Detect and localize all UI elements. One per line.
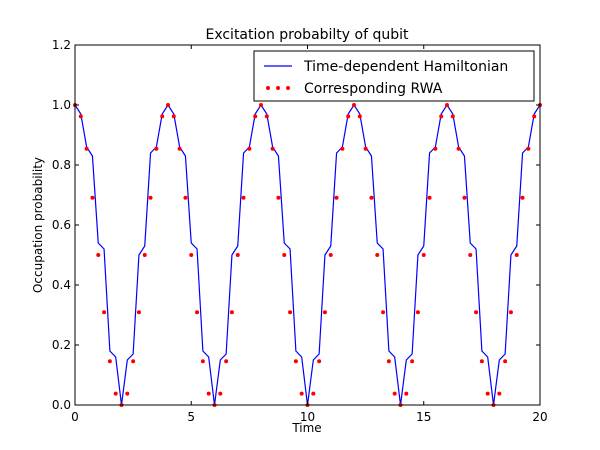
legend-label: Time-dependent Hamiltonian — [303, 59, 508, 75]
y-tick-label: 0.2 — [52, 338, 71, 352]
x-tick-label: 10 — [300, 410, 315, 424]
series-point-1 — [340, 146, 345, 151]
series-point-1 — [445, 103, 449, 107]
series-point-1 — [293, 359, 298, 364]
series-point-1 — [433, 146, 438, 151]
series-point-1 — [328, 253, 333, 257]
series-point-1 — [317, 359, 322, 364]
series-point-1 — [299, 391, 304, 396]
series-point-1 — [415, 310, 420, 315]
series-point-1 — [322, 310, 327, 315]
series-point-1 — [462, 195, 467, 200]
series-point-1 — [107, 359, 112, 364]
y-tick-label: 1.2 — [52, 38, 71, 52]
series-point-1 — [404, 391, 409, 396]
series-point-1 — [136, 310, 141, 315]
chart-title: Excitation probabilty of qubit — [205, 27, 409, 43]
series-point-1 — [514, 253, 519, 257]
series-point-1 — [392, 391, 397, 396]
series-point-1 — [253, 114, 258, 119]
series-point-1 — [334, 195, 339, 200]
series-point-1 — [282, 253, 287, 257]
series-point-1 — [171, 114, 176, 119]
x-tick-label: 15 — [416, 410, 431, 424]
series-point-1 — [84, 146, 89, 151]
legend-swatch-point — [286, 86, 290, 90]
series-point-1 — [386, 359, 391, 364]
plot-area: 0 5 10 15 20 0.0 0.2 0.4 0.6 0.8 1.0 1.2 Time-depend… — [52, 38, 548, 424]
series-point-1 — [474, 310, 479, 315]
series-point-1 — [288, 310, 293, 315]
series-point-1 — [241, 195, 246, 200]
series-point-1 — [96, 253, 101, 257]
series-point-1 — [189, 253, 194, 257]
series-point-1 — [311, 391, 316, 396]
series-point-1 — [479, 359, 484, 364]
series-point-1 — [497, 391, 502, 396]
series-point-1 — [526, 146, 531, 151]
series-point-1 — [410, 359, 415, 364]
legend-swatch-point — [276, 86, 280, 90]
series-point-1 — [352, 103, 356, 107]
series-point-1 — [508, 310, 513, 315]
series-point-1 — [166, 103, 170, 107]
legend-swatch-point — [266, 86, 270, 90]
series-point-1 — [381, 310, 386, 315]
x-tick-label: 0 — [71, 410, 79, 424]
series-point-1 — [369, 195, 374, 200]
series-point-1 — [131, 359, 136, 364]
series-point-1 — [503, 359, 508, 364]
series-point-1 — [113, 391, 118, 396]
series-point-1 — [229, 310, 234, 315]
y-axis-label: Occupation probability — [31, 157, 45, 293]
series-point-1 — [148, 195, 153, 200]
series-point-1 — [142, 253, 147, 257]
series-point-1 — [259, 103, 263, 107]
x-tick-label: 5 — [187, 410, 195, 424]
series-point-1 — [520, 195, 525, 200]
x-tick-label: 20 — [532, 410, 547, 424]
series-point-1 — [357, 114, 362, 119]
series-point-1 — [427, 195, 432, 200]
series-point-1 — [276, 195, 281, 200]
series-point-1 — [532, 114, 537, 119]
series-point-1 — [200, 359, 205, 364]
series-point-1 — [154, 146, 159, 151]
series-point-1 — [195, 310, 200, 315]
series-point-1 — [102, 310, 107, 315]
series-point-1 — [90, 195, 95, 200]
series-point-1 — [264, 114, 269, 119]
series-point-1 — [346, 114, 351, 119]
series-point-1 — [450, 114, 455, 119]
y-tick-label: 0.6 — [52, 218, 71, 232]
y-tick-label: 1.0 — [52, 98, 71, 112]
legend-box — [253, 50, 535, 102]
series-point-1 — [456, 146, 461, 151]
legend-label: Corresponding RWA — [304, 81, 443, 97]
series-point-1 — [206, 391, 211, 396]
series-point-1 — [421, 253, 426, 257]
series-point-1 — [218, 391, 223, 396]
series-point-1 — [235, 253, 240, 257]
x-axis-label: Time — [291, 421, 321, 435]
y-tick-label: 0.0 — [52, 398, 71, 412]
series-point-1 — [468, 253, 473, 257]
series-point-1 — [375, 253, 380, 257]
series-point-1 — [183, 195, 188, 200]
series-point-1 — [247, 146, 252, 151]
y-tick-label: 0.4 — [52, 278, 71, 292]
series-point-1 — [78, 114, 83, 119]
series-point-1 — [125, 391, 130, 396]
series-point-1 — [224, 359, 229, 364]
series-point-1 — [485, 391, 490, 396]
series-point-1 — [177, 146, 182, 151]
y-tick-label: 0.8 — [52, 158, 71, 172]
series-point-1 — [439, 114, 444, 119]
series-point-1 — [160, 114, 165, 119]
series-point-1 — [363, 146, 368, 151]
series-point-1 — [270, 146, 275, 151]
